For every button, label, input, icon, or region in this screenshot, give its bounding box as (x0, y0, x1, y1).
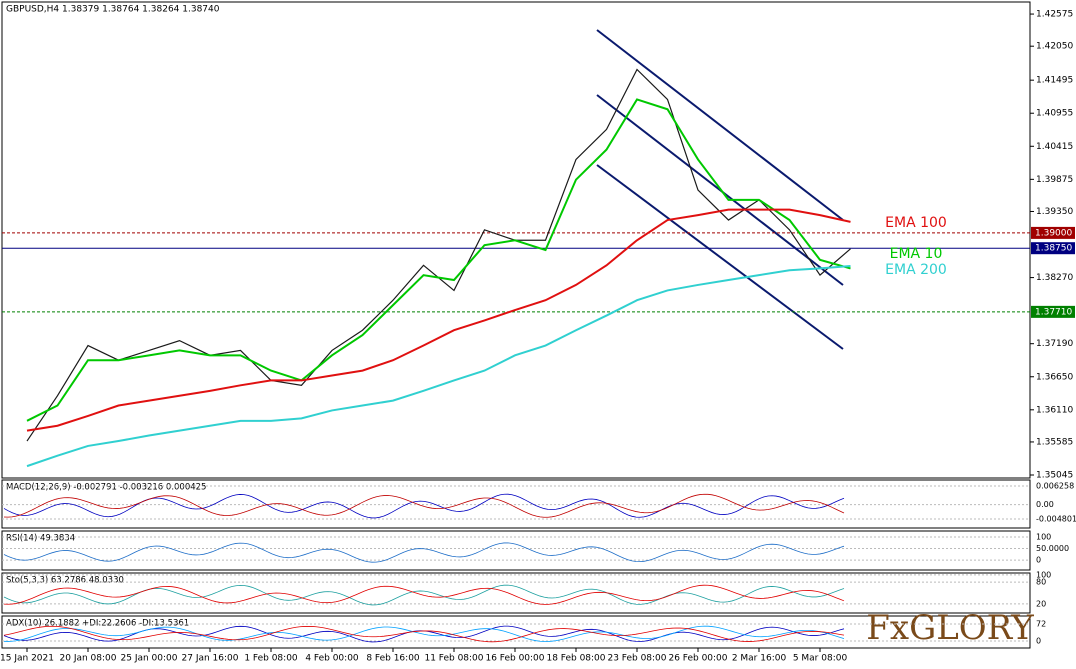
legend-entry: EMA 200 (885, 262, 947, 278)
macd-panel (1, 479, 1031, 529)
legend-entry: EMA 100 (885, 215, 947, 231)
indicator-tick-label: 72 (1036, 620, 1046, 629)
indicator-tick-label: 80 (1036, 578, 1046, 587)
indicator-decoration (3, 625, 845, 642)
rsi-panel (1, 530, 1031, 571)
sto-panel (1, 572, 1031, 614)
main-panel (1, 1, 1031, 479)
ema-line (26, 98, 851, 422)
y-tick-label: 1.36650 (1036, 372, 1073, 382)
x-tick-label: 1 Feb 08:00 (244, 654, 298, 664)
y-tick-label: 1.39875 (1036, 175, 1073, 185)
indicator-label: RSI(14) 49.3834 (6, 534, 75, 544)
x-tick-label: 15 Jan 2021 (0, 654, 54, 664)
y-tick-label: 1.40955 (1036, 109, 1073, 119)
x-tick-label: 2 Mar 16:00 (732, 654, 787, 664)
ema-line (26, 264, 851, 468)
level-label: 1.37710 (1035, 307, 1072, 317)
ema-line (26, 208, 851, 432)
indicator-decoration (3, 584, 845, 605)
indicator-tick-label: -0.004801 (1036, 514, 1076, 523)
level-label-box (1031, 242, 1075, 255)
level-label-box (1031, 226, 1075, 239)
indicator-decoration (3, 542, 845, 563)
indicator-label: Sto(5,3,3) 63.2786 48.0330 (6, 576, 124, 586)
brand: FxGLORY (866, 608, 1034, 648)
indicator-label: MACD(12,26,9) -0.002791 -0.003216 0.0004… (6, 483, 206, 493)
x-tick-label: 20 Jan 08:00 (60, 654, 117, 664)
y-tick-label: 1.37190 (1036, 339, 1073, 349)
y-tick-label: 1.39350 (1036, 207, 1073, 217)
y-tick-label: 1.41495 (1036, 76, 1073, 86)
x-tick-label: 25 Jan 00:00 (121, 654, 178, 664)
indicator-tick-label: 100 (1036, 570, 1051, 579)
x-tick-label: 11 Feb 08:00 (424, 654, 483, 664)
level-label: 1.39000 (1035, 228, 1072, 238)
indicator-decoration (3, 493, 845, 518)
indicator-tick-label: 0.006258 (1036, 482, 1074, 491)
x-tick-label: 16 Feb 00:00 (485, 654, 544, 664)
channel-line (596, 29, 844, 221)
indicator-tick-label: 100 (1036, 533, 1051, 542)
indicator-tick-label: 0 (1036, 636, 1041, 645)
channel-line (596, 164, 844, 350)
y-tick-label: 1.35045 (1036, 471, 1073, 481)
level-label: 1.38750 (1035, 244, 1072, 254)
x-tick-label: 26 Feb 00:00 (668, 654, 727, 664)
level-label-box (1031, 305, 1075, 318)
y-tick-label: 1.40415 (1036, 142, 1073, 152)
y-tick-label: 1.38270 (1036, 273, 1073, 283)
y-tick-label: 1.36110 (1036, 405, 1073, 415)
x-tick-label: 4 Feb 00:00 (305, 654, 359, 664)
x-tick-label: 23 Feb 08:00 (607, 654, 666, 664)
indicator-tick-label: 0 (1036, 556, 1041, 565)
indicator-decoration (3, 625, 845, 643)
x-tick-label: 27 Jan 16:00 (182, 654, 239, 664)
legend-entry: EMA 10 (890, 246, 943, 262)
indicator-label: ADX(10) 26.1882 +DI:22.2606 -DI:13.5361 (6, 619, 189, 629)
x-tick-label: 18 Feb 08:00 (546, 654, 605, 664)
indicator-tick-label: 0.00 (1036, 500, 1054, 509)
y-tick-label: 1.35585 (1036, 437, 1073, 447)
chart-title: GBPUSD,H4 1.38379 1.38764 1.38264 1.3874… (6, 5, 220, 15)
x-tick-label: 8 Feb 16:00 (366, 654, 420, 664)
y-tick-label: 1.42050 (1036, 42, 1073, 52)
x-tick-label: 5 Mar 08:00 (793, 654, 848, 664)
adx-panel (1, 615, 1031, 649)
y-tick-label: 1.42575 (1036, 10, 1073, 20)
indicator-tick-label: 50.0000 (1036, 544, 1069, 553)
indicator-tick-label: 20 (1036, 599, 1046, 608)
